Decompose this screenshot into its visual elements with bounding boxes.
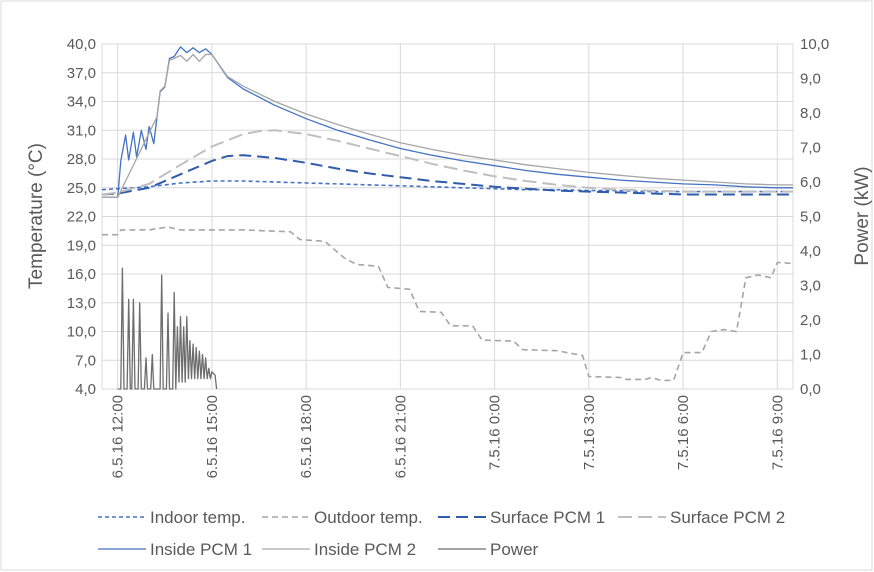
y-left-tick-label: 19,0 [67,237,96,254]
y-axis-left-title: Temperature (°C) [26,143,47,289]
series-indoor-temp [101,180,793,193]
legend-label: Surface PCM 2 [670,508,785,527]
x-tick-label: 7.5.16 9:00 [769,395,786,470]
y-right-tick-label: 2,0 [800,312,821,329]
x-tick-label: 6.5.16 15:00 [204,395,221,478]
legend: Indoor temp. Outdoor temp. Surface PCM 1 Su… [98,508,785,559]
y-left-tick-label: 10,0 [67,324,96,341]
y-right-tick-label: 6,0 [800,174,821,191]
x-tick-label: 7.5.16 6:00 [675,395,692,470]
y-left-tick-label: 40,0 [67,36,96,53]
series-outdoor-temp [102,226,794,382]
series-inside-pcm-1 [102,46,793,198]
y-left-tick-label: 16,0 [67,266,96,283]
x-tick-label: 7.5.16 3:00 [581,395,598,470]
y-axis-left-ticks: 4,0 7,0 10,0 13,0 16,0 19,0 22,0 25,0 28,0 31,0 34… [67,36,96,398]
y-right-tick-label: 3,0 [800,278,821,295]
x-tick-label: 7.5.16 0:00 [487,395,504,470]
y-right-tick-label: 10,0 [800,36,829,53]
y-right-tick-label: 1,0 [800,347,821,364]
y-left-tick-label: 25,0 [67,180,96,197]
x-tick-label: 6.5.16 12:00 [110,395,127,478]
y-axis-right-ticks: 0,0 1,0 2,0 3,0 4,0 5,0 6,0 7,0 8,0 9,0 10,0 [800,36,829,398]
y-left-tick-label: 4,0 [75,381,96,398]
x-axis-ticks: 6.5.16 12:00 6.5.16 15:00 6.5.16 18:00 6.5.… [110,395,787,478]
y-axis-right-title: Power (kW) [852,166,873,265]
y-left-tick-label: 22,0 [67,209,96,226]
y-right-tick-label: 0,0 [800,381,821,398]
series-inside-pcm-2 [102,53,793,198]
legend-label: Inside PCM 1 [150,540,252,559]
y-right-tick-label: 9,0 [800,71,821,88]
y-left-tick-label: 13,0 [67,295,96,312]
y-right-tick-label: 4,0 [800,243,821,260]
y-left-tick-label: 37,0 [67,65,96,82]
series-surface-pcm-2 [101,129,793,196]
gridlines [101,43,794,390]
series-power [117,267,218,390]
legend-label: Power [490,540,539,559]
y-left-tick-label: 31,0 [67,122,96,139]
y-right-tick-label: 8,0 [800,105,821,122]
series-lines [101,46,794,390]
legend-label: Surface PCM 1 [490,508,605,527]
legend-label: Outdoor temp. [314,508,423,527]
y-left-tick-label: 28,0 [67,151,96,168]
y-right-tick-label: 7,0 [800,140,821,157]
y-right-tick-label: 5,0 [800,209,821,226]
x-tick-label: 6.5.16 21:00 [392,395,409,478]
y-left-tick-label: 34,0 [67,94,96,111]
y-left-tick-label: 7,0 [75,352,96,369]
legend-label: Inside PCM 2 [314,540,416,559]
legend-label: Indoor temp. [150,508,245,527]
x-tick-label: 6.5.16 18:00 [298,395,315,478]
series-surface-pcm-1 [101,154,793,196]
